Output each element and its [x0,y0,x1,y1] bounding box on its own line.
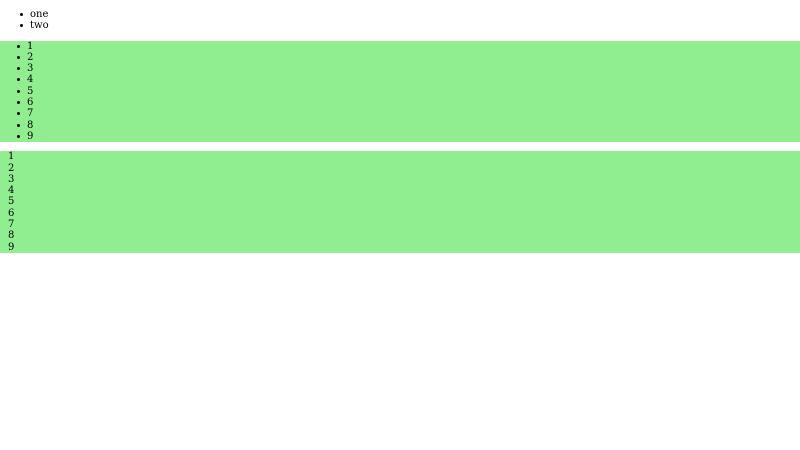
list-item: two [0,20,800,31]
list-item: 2 [0,52,800,63]
list-item-text: 8 [8,230,15,242]
list-item-text: 4 [27,74,34,86]
list-item: 7 [0,219,800,230]
list-item: 3 [0,174,800,185]
list-item-text: 6 [8,207,15,219]
list-item: 9 [0,242,800,253]
list-item: 4 [0,74,800,85]
list-item: one [0,9,800,20]
bullet-icon [17,44,20,48]
list-item-text: 4 [8,185,15,197]
bullet-icon [17,55,20,59]
bullet-icon [17,101,20,105]
list-item: 1 [0,41,800,52]
list-item: 9 [0,131,800,142]
list-item-text: 7 [8,219,15,231]
list-item-text: 1 [27,40,34,52]
plain-list: one two [0,9,800,32]
list-item: 2 [0,163,800,174]
list-item-text: 9 [8,241,15,253]
list-item: 3 [0,63,800,74]
list-item-text: 1 [8,151,15,163]
list-item-text: 6 [27,97,34,109]
list-item-text: 5 [27,85,34,97]
list-item-text: 5 [8,196,15,208]
bullet-icon [17,67,20,71]
bullet-icon [20,24,23,28]
bullet-icon [17,123,20,127]
bullet-icon [17,134,20,138]
list-item: 6 [0,97,800,108]
list-item-text: 8 [27,119,34,131]
list-item: 6 [0,208,800,219]
bullet-icon [17,78,20,82]
bullet-icon [20,13,23,16]
list-item-text: one [30,9,49,20]
bullet-icon [17,89,20,93]
list-item-text: 9 [27,130,34,142]
list-item: 5 [0,196,800,207]
list-item-text: 2 [8,162,15,174]
list-item-text: 3 [27,63,34,75]
list-item: 7 [0,108,800,119]
list-item: 8 [0,120,800,131]
bullet-icon [17,112,20,116]
list-item-text: two [30,20,49,32]
list-item-text: 3 [8,173,15,185]
list-item: 1 [0,151,800,162]
list-item: 8 [0,230,800,241]
list-item: 5 [0,86,800,97]
list-item-text: 7 [27,108,34,120]
list-item: 4 [0,185,800,196]
list-item-text: 2 [27,51,34,63]
